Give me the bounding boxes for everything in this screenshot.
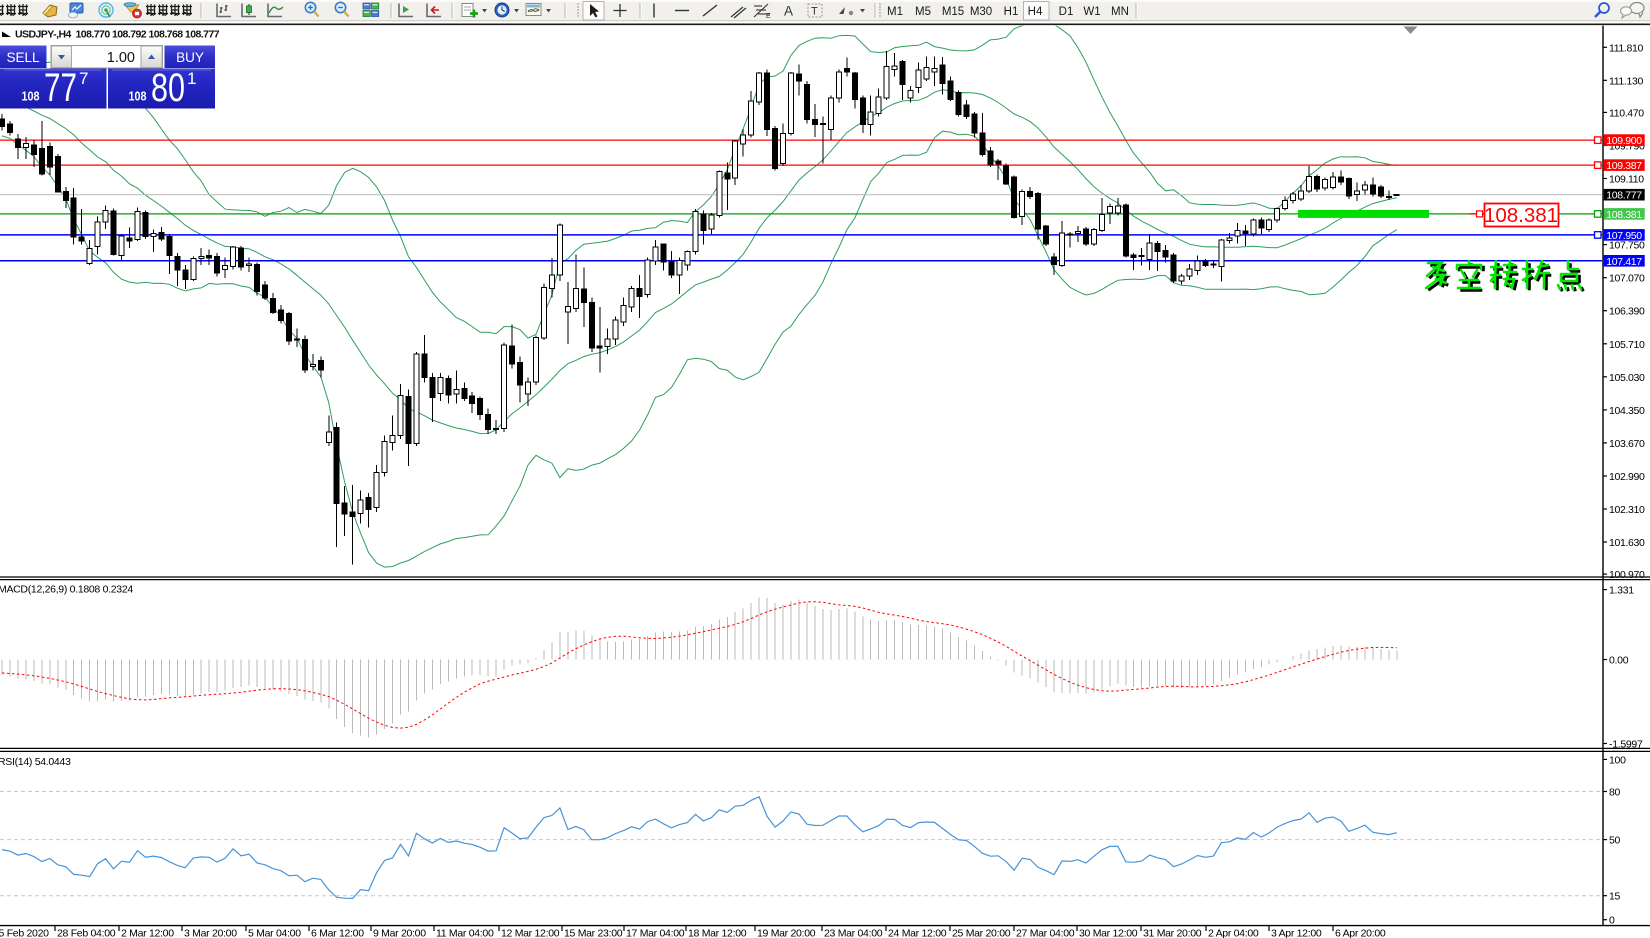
svg-text:102.990: 102.990 — [1609, 471, 1645, 483]
svg-text:T: T — [811, 6, 818, 18]
svg-text:18 Mar 12:00: 18 Mar 12:00 — [688, 928, 747, 938]
svg-text:15: 15 — [1609, 891, 1621, 903]
svg-text:107.417: 107.417 — [1606, 256, 1642, 268]
svg-text:25 Mar 20:00: 25 Mar 20:00 — [952, 928, 1011, 938]
svg-text:MN: MN — [1111, 6, 1129, 18]
svg-text:103.670: 103.670 — [1609, 438, 1645, 450]
svg-text:105.030: 105.030 — [1609, 372, 1645, 384]
svg-text:102.310: 102.310 — [1609, 504, 1645, 516]
svg-text:1.331: 1.331 — [1609, 585, 1634, 597]
svg-text:USDJPY-,H4 108.770 108.792 10: USDJPY-,H4 108.770 108.792 108.768 108.7… — [15, 29, 220, 41]
svg-text:101.630: 101.630 — [1609, 537, 1645, 549]
svg-text:109.387: 109.387 — [1606, 160, 1642, 172]
svg-text:E: E — [766, 13, 771, 20]
svg-text:3 Apr 12:00: 3 Apr 12:00 — [1271, 928, 1322, 938]
svg-text:0: 0 — [1609, 915, 1615, 927]
svg-text:109.110: 109.110 — [1609, 174, 1644, 186]
svg-text:80: 80 — [151, 66, 185, 110]
svg-text:104.350: 104.350 — [1609, 405, 1645, 417]
svg-text:-1.5997: -1.5997 — [1609, 739, 1643, 751]
svg-text:30 Mar 12:00: 30 Mar 12:00 — [1079, 928, 1138, 938]
svg-text:H4: H4 — [1028, 6, 1043, 18]
svg-text:108: 108 — [129, 89, 147, 104]
svg-text:19 Mar 20:00: 19 Mar 20:00 — [757, 928, 816, 938]
svg-text:100: 100 — [1609, 754, 1626, 766]
svg-text:M15: M15 — [942, 6, 964, 18]
svg-text:RSI(14) 54.0443: RSI(14) 54.0443 — [0, 756, 71, 768]
svg-text:107.950: 107.950 — [1606, 230, 1642, 242]
svg-text:W1: W1 — [1083, 6, 1100, 18]
svg-text:6 Apr 20:00: 6 Apr 20:00 — [1335, 928, 1386, 938]
svg-text:SELL: SELL — [6, 50, 40, 65]
svg-text:BUY: BUY — [176, 50, 204, 65]
svg-text:107.070: 107.070 — [1609, 273, 1645, 285]
svg-text:1: 1 — [187, 69, 196, 88]
svg-text:105.710: 105.710 — [1609, 339, 1645, 351]
svg-text:5 Mar 04:00: 5 Mar 04:00 — [248, 928, 301, 938]
svg-text:100.970: 100.970 — [1609, 569, 1645, 581]
svg-text:27 Mar 04:00: 27 Mar 04:00 — [1016, 928, 1075, 938]
svg-text:31 Mar 20:00: 31 Mar 20:00 — [1143, 928, 1202, 938]
svg-text:108.777: 108.777 — [1606, 190, 1642, 202]
svg-text:12 Mar 12:00: 12 Mar 12:00 — [501, 928, 560, 938]
svg-text:28 Feb 04:00: 28 Feb 04:00 — [57, 928, 116, 938]
svg-text:M1: M1 — [887, 6, 903, 18]
svg-text:24 Mar 12:00: 24 Mar 12:00 — [888, 928, 947, 938]
svg-text:1.00: 1.00 — [107, 50, 135, 66]
svg-text:111.810: 111.810 — [1609, 42, 1643, 54]
svg-text:109.900: 109.900 — [1606, 135, 1642, 147]
svg-text:107.750: 107.750 — [1609, 240, 1645, 252]
svg-text:2 Mar 12:00: 2 Mar 12:00 — [121, 928, 174, 938]
svg-text:M5: M5 — [915, 6, 931, 18]
svg-text:50: 50 — [1609, 835, 1621, 847]
svg-text:111.130: 111.130 — [1609, 75, 1643, 87]
svg-text:23 Mar 04:00: 23 Mar 04:00 — [824, 928, 883, 938]
svg-text:H1: H1 — [1004, 6, 1019, 18]
svg-text:106.390: 106.390 — [1609, 306, 1645, 318]
svg-text:108: 108 — [22, 89, 40, 104]
svg-text:6 Mar 12:00: 6 Mar 12:00 — [311, 928, 364, 938]
svg-text:108.381: 108.381 — [1606, 209, 1642, 221]
svg-text:25 Feb 2020: 25 Feb 2020 — [0, 928, 49, 938]
svg-text:110.470: 110.470 — [1609, 107, 1644, 119]
svg-text:17 Mar 04:00: 17 Mar 04:00 — [626, 928, 685, 938]
svg-text:77: 77 — [44, 66, 77, 110]
svg-text:108.381: 108.381 — [1484, 204, 1558, 227]
svg-text:80: 80 — [1609, 787, 1621, 799]
svg-text:0.00: 0.00 — [1609, 655, 1629, 667]
svg-text:M30: M30 — [970, 6, 992, 18]
svg-text:MACD(12,26,9) 0.1808 0.2324: MACD(12,26,9) 0.1808 0.2324 — [0, 584, 133, 596]
svg-text:2 Apr 04:00: 2 Apr 04:00 — [1208, 928, 1259, 938]
svg-text:A: A — [784, 4, 793, 19]
svg-text:15 Mar 23:00: 15 Mar 23:00 — [564, 928, 623, 938]
svg-text:D1: D1 — [1059, 6, 1074, 18]
svg-text:9 Mar 20:00: 9 Mar 20:00 — [373, 928, 426, 938]
svg-text:11 Mar 04:00: 11 Mar 04:00 — [436, 928, 494, 938]
svg-text:3 Mar 20:00: 3 Mar 20:00 — [184, 928, 237, 938]
svg-text:7: 7 — [79, 69, 88, 88]
